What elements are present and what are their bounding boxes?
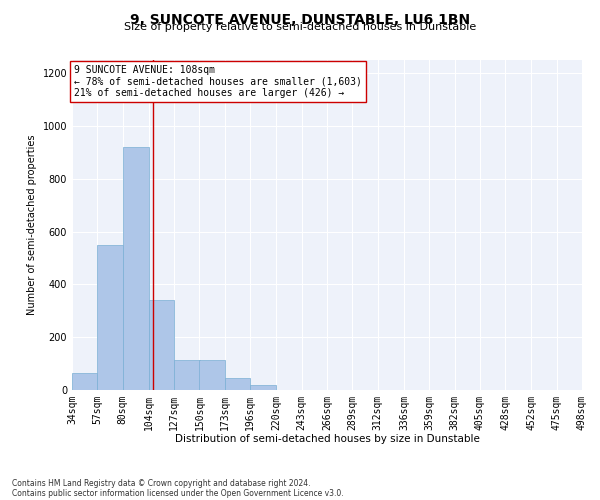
Bar (72, 373, 97, 390)
Bar (97, 245, 122, 390)
Text: 9, SUNCOTE AVENUE, DUNSTABLE, LU6 1BN: 9, SUNCOTE AVENUE, DUNSTABLE, LU6 1BN (130, 12, 470, 26)
Text: Contains HM Land Registry data © Crown copyright and database right 2024.: Contains HM Land Registry data © Crown c… (12, 478, 311, 488)
Text: 9 SUNCOTE AVENUE: 108sqm
← 78% of semi-detached houses are smaller (1,603)
21% o: 9 SUNCOTE AVENUE: 108sqm ← 78% of semi-d… (74, 66, 362, 98)
Bar (174, 360, 199, 390)
Text: Size of property relative to semi-detached houses in Dunstable: Size of property relative to semi-detach… (124, 22, 476, 32)
Bar (250, 385, 277, 390)
Bar (225, 378, 250, 390)
Text: Contains public sector information licensed under the Open Government Licence v3: Contains public sector information licen… (12, 488, 344, 498)
Bar (149, 300, 174, 390)
Y-axis label: Number of semi-detached properties: Number of semi-detached properties (27, 134, 37, 316)
Bar (199, 360, 225, 390)
Bar (122, 147, 149, 390)
X-axis label: Distribution of semi-detached houses by size in Dunstable: Distribution of semi-detached houses by … (175, 434, 479, 444)
